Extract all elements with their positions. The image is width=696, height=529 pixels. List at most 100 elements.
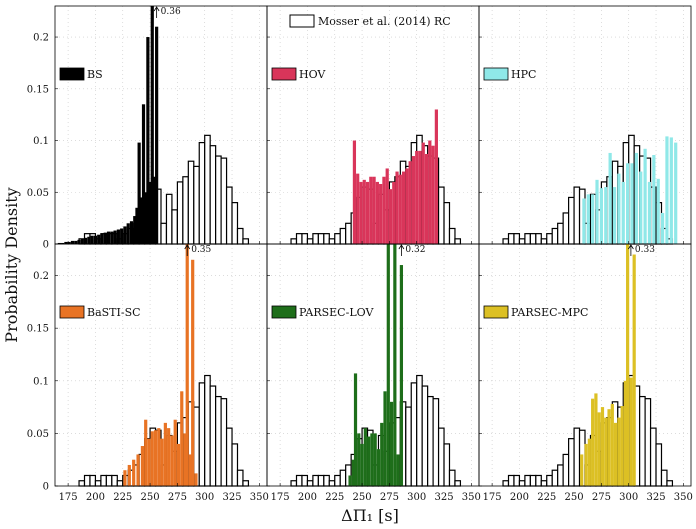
legend-label-basti-sc: BaSTI-SC	[87, 306, 141, 319]
model-bar-hpc	[647, 181, 652, 244]
reference-legend-swatch	[289, 14, 315, 28]
model-bar-bs	[74, 240, 78, 244]
model-bar-parsec-lov	[399, 265, 404, 486]
reference-bar	[540, 480, 548, 487]
reference-bar	[83, 474, 91, 487]
model-bar-parsec-lov	[367, 436, 371, 486]
model-bar-bs	[144, 192, 148, 244]
reference-bar	[443, 443, 451, 487]
model-bar-basti-sc	[185, 244, 189, 486]
model-bar-basti-sc	[188, 454, 193, 486]
reference-bar	[187, 160, 195, 245]
model-bar-bs	[146, 37, 150, 244]
model-bar-hpc	[652, 155, 656, 244]
model-bar-hov	[395, 171, 399, 244]
x-tick-label: 350	[462, 492, 481, 503]
model-bar-bs	[123, 226, 127, 244]
reference-bar	[290, 480, 298, 487]
model-bar-basti-sc	[170, 435, 174, 486]
y-tick-label: 0.1	[33, 136, 49, 147]
reference-bar	[209, 145, 217, 245]
reference-bar	[518, 480, 526, 487]
reference-bar	[345, 222, 352, 245]
reference-bar	[171, 209, 178, 245]
reference-bar	[557, 222, 564, 245]
model-bar-bs	[70, 240, 75, 244]
reference-bar	[220, 157, 228, 245]
model-bar-hov	[392, 181, 396, 244]
model-bar-basti-sc	[157, 428, 161, 486]
reference-bar	[513, 474, 521, 487]
x-tick-label: 175	[59, 492, 78, 503]
frame-layer	[54, 5, 692, 487]
reference-bar	[89, 474, 97, 487]
reference-bar	[160, 222, 168, 245]
reference-bar	[339, 469, 347, 487]
reference-bar	[644, 398, 652, 487]
model-bar-bs	[113, 230, 117, 244]
reference-bar	[295, 233, 303, 245]
model-bar-basti-sc	[153, 430, 158, 486]
reference-bar	[502, 238, 510, 245]
model-bar-basti-sc	[194, 473, 198, 486]
y-tick-label: 0.2	[33, 33, 49, 44]
legend-label-hov: HOV	[299, 68, 326, 81]
model-bar-hov	[356, 173, 360, 244]
model-bar-parsec-lov	[360, 443, 364, 486]
reference-bar	[540, 238, 548, 245]
model-bar-hov	[369, 176, 373, 244]
model-bar-parsec-mpc	[604, 417, 608, 486]
reference-bar	[231, 202, 239, 245]
reference-bar	[323, 474, 330, 487]
model-bar-basti-sc	[183, 433, 187, 486]
model-bar-hpc	[608, 152, 612, 244]
model-bar-bs	[61, 242, 65, 244]
model-bar-bs	[137, 142, 141, 244]
reference-bar	[551, 469, 559, 487]
legend-swatch-parsec-mpc	[483, 305, 509, 319]
legend-layer: BS 0.36 HOV HPC BaSTI-SC 0.35 PARSEC-LOV 0.32 PA…	[59, 6, 655, 319]
reference-bar	[116, 480, 124, 487]
reference-bar	[225, 186, 233, 245]
model-bar-bs	[93, 235, 98, 244]
reference-bar	[666, 480, 674, 487]
x-tick-label: 325	[222, 492, 241, 503]
model-bar-basti-sc	[160, 438, 164, 486]
reference-bar	[334, 233, 341, 245]
reference-bar	[312, 233, 319, 245]
model-bar-hov	[401, 171, 406, 244]
reference-bar	[502, 480, 510, 487]
model-bar-hov	[352, 140, 357, 244]
y-tick-label: 0	[43, 240, 49, 251]
model-bar-hov	[421, 142, 425, 244]
model-bar-parsec-mpc	[620, 406, 624, 486]
model-bar-parsec-mpc	[584, 443, 588, 486]
model-bar-basti-sc	[173, 419, 177, 486]
model-bar-bs	[97, 234, 101, 244]
model-bar-parsec-lov	[383, 391, 387, 486]
model-bar-hov	[388, 189, 393, 244]
model-bar-parsec-lov	[393, 244, 397, 486]
model-bar-hov	[431, 145, 435, 244]
model-bar-hov	[418, 150, 422, 244]
reference-bar	[427, 395, 434, 487]
model-bar-parsec-mpc	[632, 254, 636, 486]
reference-bar	[649, 427, 657, 487]
model-bar-parsec-lov	[351, 459, 355, 486]
reference-bar	[328, 238, 336, 245]
model-bar-hov	[411, 156, 416, 244]
model-bar-basti-sc	[136, 454, 140, 486]
model-bar-bs	[64, 241, 68, 244]
model-bar-basti-sc	[191, 259, 195, 486]
reference-bar	[111, 474, 118, 487]
reference-bar	[204, 374, 211, 487]
x-tick-label: 275	[168, 492, 187, 503]
reference-bar	[529, 474, 537, 487]
x-tick-label: 325	[646, 492, 665, 503]
model-bar-hpc	[665, 136, 669, 244]
reference-bar	[220, 398, 228, 487]
model-bar-parsec-lov	[380, 422, 384, 486]
overflow-arrow-head	[153, 6, 160, 12]
reference-bar	[193, 165, 200, 245]
model-bar-bs	[90, 235, 94, 244]
